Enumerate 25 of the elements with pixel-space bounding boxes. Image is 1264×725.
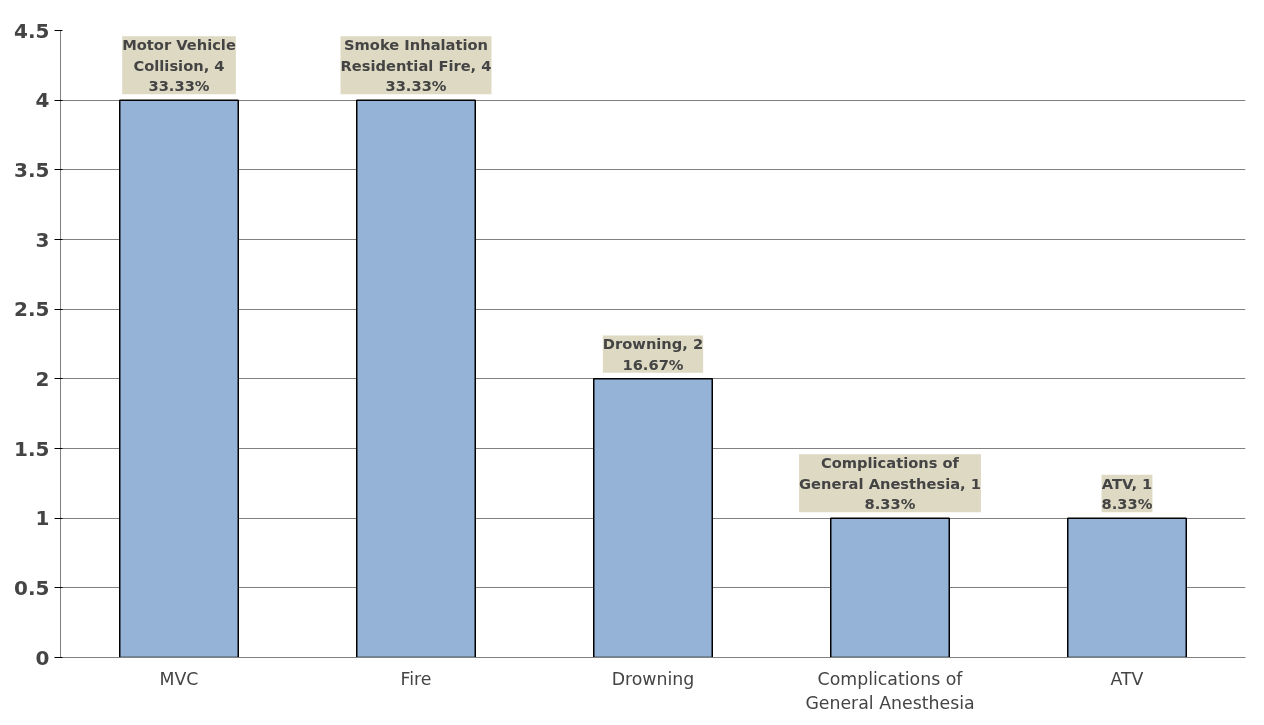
x-tick-label: MVC (159, 668, 199, 689)
y-tick-label: 1 (35, 506, 50, 531)
x-tick-label: Fire (400, 668, 432, 689)
bar (830, 517, 950, 658)
x-tick-label: Complications of General Anesthesia (805, 668, 975, 713)
bar (356, 99, 476, 658)
y-tick-label: 3.5 (14, 157, 50, 182)
data-label: Smoke Inhalation Residential Fire, 4 33.33% (340, 36, 492, 95)
data-label: Complications of General Anesthesia, 1 8.33% (799, 454, 981, 513)
y-tick-label: 2 (35, 366, 50, 391)
y-tick-label: 3 (35, 227, 50, 252)
bar (593, 378, 713, 658)
y-tick-label: 2.5 (14, 297, 50, 322)
y-tick-label: 4.5 (14, 18, 50, 43)
data-label: Drowning, 2 16.67% (602, 335, 704, 373)
data-label: ATV, 1 8.33% (1101, 474, 1153, 513)
x-tick-label: ATV (1110, 668, 1144, 689)
x-tick-label: Drowning (611, 668, 695, 689)
y-tick-label: 0.5 (14, 575, 50, 600)
y-tick-label: 4 (35, 88, 50, 113)
y-tick-label: 0 (35, 645, 50, 670)
y-tick-label: 1.5 (14, 436, 50, 461)
data-label: Motor Vehicle Collision, 4 33.33% (122, 36, 236, 95)
bar (1067, 517, 1187, 658)
bar (119, 99, 239, 658)
